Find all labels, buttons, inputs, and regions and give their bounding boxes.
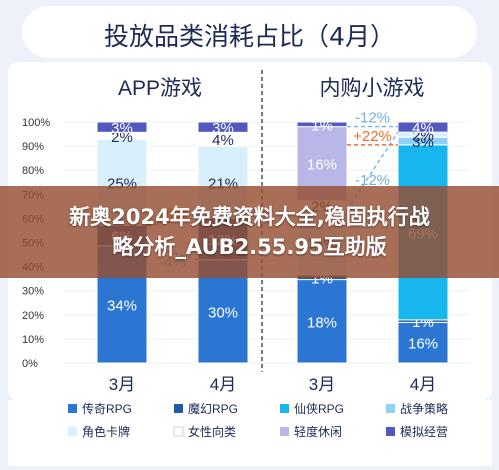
data-label: 4%	[212, 132, 234, 149]
data-label: 16%	[307, 157, 337, 174]
y-tick-label: 10%	[22, 334, 44, 346]
legend-swatch	[280, 427, 289, 436]
overlay-banner: 新奥2024年免费资料大全,稳固执行战 略分析_AUB2.55.95互助版	[0, 186, 499, 278]
legend-swatch	[174, 404, 183, 413]
data-label: 2%	[111, 129, 133, 146]
legend-swatch	[68, 427, 77, 436]
legend-swatch	[386, 404, 395, 413]
x-tick-label: 4月	[410, 375, 436, 394]
bar-segment	[296, 279, 348, 364]
panel-title: APP游戏	[118, 77, 202, 100]
overlay-text-line-1: 新奥2024年免费资料大全,稳固执行战	[69, 205, 430, 229]
legend-label: 传奇RPG	[82, 401, 132, 416]
legend-label: 魔幻RPG	[188, 401, 238, 416]
legend-swatch	[386, 427, 395, 436]
title-panel	[22, 6, 477, 58]
legend-label: 女性向类	[188, 424, 236, 439]
legend-panel	[8, 400, 492, 466]
data-label: 3%	[212, 120, 234, 137]
data-label: 30%	[208, 304, 238, 321]
data-label: 3%	[111, 120, 133, 137]
x-tick-label: 3月	[309, 375, 335, 394]
bar-segment	[397, 321, 449, 364]
bar-segment	[197, 121, 249, 133]
x-tick-label: 3月	[109, 375, 135, 394]
overlay-text-line-2: 略分析_AUB2.55.95互助版	[112, 235, 387, 259]
x-tick-label: 4月	[210, 375, 236, 394]
data-label: 4%	[412, 120, 434, 137]
data-label: 18%	[307, 314, 337, 331]
data-label: 34%	[107, 297, 137, 314]
change-label: +22%	[353, 128, 392, 145]
legend-label: 战争策略	[400, 401, 448, 416]
legend-swatch	[68, 404, 77, 413]
y-tick-label: 20%	[22, 310, 44, 322]
data-label: 1%	[311, 117, 333, 134]
change-label: -12%	[355, 172, 390, 189]
bar-segment	[96, 121, 148, 133]
panel-title: 内购小游戏	[320, 77, 425, 100]
bar-segment	[296, 121, 348, 128]
data-label: 16%	[408, 336, 438, 353]
chart-title: 投放品类消耗占比（4月）	[104, 22, 395, 51]
y-tick-label: 30%	[22, 286, 44, 298]
legend-swatch	[173, 426, 184, 437]
y-tick-label: 80%	[22, 165, 44, 177]
change-label: -12%	[355, 110, 390, 127]
y-tick-label: 0%	[22, 358, 38, 370]
y-tick-label: 100%	[22, 117, 50, 129]
legend-label: 模拟经营	[400, 425, 448, 439]
legend-swatch	[280, 404, 289, 413]
y-tick-label: 90%	[22, 141, 44, 153]
legend-label: 角色卡牌	[82, 425, 130, 439]
legend-label: 轻度休闲	[294, 424, 342, 439]
legend-label: 仙侠RPG	[294, 402, 344, 416]
data-label: 3%	[412, 134, 434, 151]
